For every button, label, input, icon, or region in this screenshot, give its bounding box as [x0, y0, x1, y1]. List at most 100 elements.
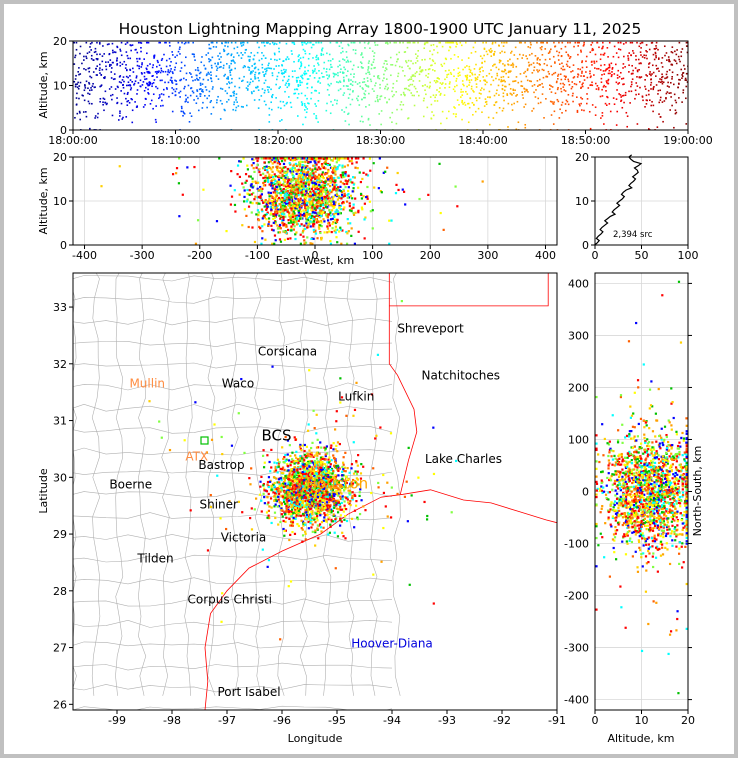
time-height-point	[360, 52, 363, 54]
time-height-point	[544, 58, 547, 61]
ew-altitude-point	[297, 180, 300, 183]
time-height-point	[293, 92, 295, 95]
time-height-point	[169, 45, 171, 47]
time-height-point	[628, 64, 630, 67]
ew-altitude-point	[272, 200, 275, 204]
time-height-point	[503, 89, 506, 92]
ew-altitude-point	[298, 184, 301, 188]
time-height-point	[341, 109, 343, 111]
ew-altitude-point	[334, 194, 337, 197]
time-height-point	[473, 68, 476, 70]
time-height-point	[459, 41, 462, 44]
time-height-point	[488, 90, 491, 93]
time-height-point	[444, 83, 447, 85]
time-height-point	[297, 84, 300, 86]
ew-altitude-point	[284, 202, 288, 205]
time-height-point	[188, 72, 191, 74]
time-height-point	[666, 76, 669, 78]
time-height-point	[113, 73, 116, 75]
time-height-point	[314, 103, 316, 105]
time-height-point	[236, 46, 239, 48]
time-height-point	[611, 74, 613, 76]
ew-altitude-point	[316, 168, 319, 171]
ew-altitude-point	[328, 203, 332, 207]
ew-altitude-point	[335, 208, 338, 211]
time-height-point	[531, 110, 533, 112]
time-height-point	[583, 109, 585, 112]
time-height-point	[678, 41, 681, 44]
time-height-point	[524, 123, 527, 126]
ew-altitude-point	[338, 157, 341, 160]
time-height-point	[544, 48, 547, 50]
time-height-point	[140, 72, 143, 74]
time-height-point	[74, 78, 77, 80]
time-height-point	[263, 73, 265, 76]
map-point	[183, 439, 186, 442]
time-height-point	[670, 51, 673, 53]
ew-altitude-point	[255, 157, 258, 160]
time-height-point	[617, 56, 620, 59]
ew-altitude-point	[350, 209, 353, 213]
time-height-point	[640, 47, 642, 49]
time-height-point	[124, 67, 127, 69]
time-height-point	[288, 75, 290, 78]
time-height-point	[586, 93, 588, 95]
altitude-histogram-line	[594, 154, 643, 246]
time-height-point	[356, 97, 358, 100]
time-height-point	[151, 85, 153, 88]
ew-altitude-point	[320, 215, 323, 218]
ew-altitude-point	[336, 158, 339, 161]
time-height-point	[636, 76, 638, 78]
ew-altitude-point	[281, 157, 284, 160]
time-height-point	[187, 41, 190, 44]
ew-altitude-point	[293, 158, 296, 161]
time-height-point	[608, 69, 611, 72]
time-height-point	[175, 83, 177, 86]
time-height-point	[417, 49, 420, 52]
ew-altitude-point	[331, 180, 334, 183]
ew-altitude-point	[330, 191, 333, 194]
ew-altitude-point	[299, 171, 303, 175]
time-height-point	[496, 72, 498, 75]
time-height-point	[232, 108, 234, 111]
time-height-point	[301, 81, 303, 84]
time-height-point	[245, 87, 248, 89]
time-height-point	[485, 75, 488, 77]
ew-altitude-point	[290, 225, 293, 228]
time-height-point	[352, 64, 355, 67]
map-point	[330, 459, 333, 462]
time-height-point	[675, 53, 678, 56]
ew-altitude-point	[298, 165, 302, 168]
time-height-point	[211, 88, 214, 90]
map-point	[286, 487, 289, 490]
map-point	[298, 511, 301, 514]
time-height-point	[83, 68, 85, 70]
ew-altitude-point	[186, 166, 189, 169]
time-height-point	[300, 101, 303, 103]
ew-altitude-point	[309, 213, 312, 217]
time-height-point	[93, 51, 96, 54]
ew-altitude-point	[357, 186, 360, 189]
time-height-point	[243, 65, 246, 67]
ew-altitude-point	[239, 160, 242, 163]
map-point	[262, 449, 265, 452]
time-height-point	[85, 57, 88, 60]
time-height-point	[520, 80, 523, 83]
ew-altitude-xlabel: East-West, km	[276, 254, 354, 267]
time-height-point	[326, 88, 329, 91]
time-height-point	[269, 43, 271, 45]
map-point	[334, 478, 337, 481]
ew-altitude-point	[278, 238, 282, 241]
ew-altitude-point	[315, 157, 318, 160]
time-height-point	[131, 121, 134, 124]
ew-altitude-point	[281, 212, 284, 216]
ew-altitude-point	[337, 176, 340, 180]
map-point	[351, 484, 354, 487]
time-height-point	[586, 98, 589, 100]
time-height-point	[179, 90, 182, 93]
time-height-point	[283, 75, 286, 78]
ew-altitude-point	[299, 169, 302, 172]
ew-altitude-point	[397, 188, 400, 192]
map-point	[315, 413, 318, 416]
